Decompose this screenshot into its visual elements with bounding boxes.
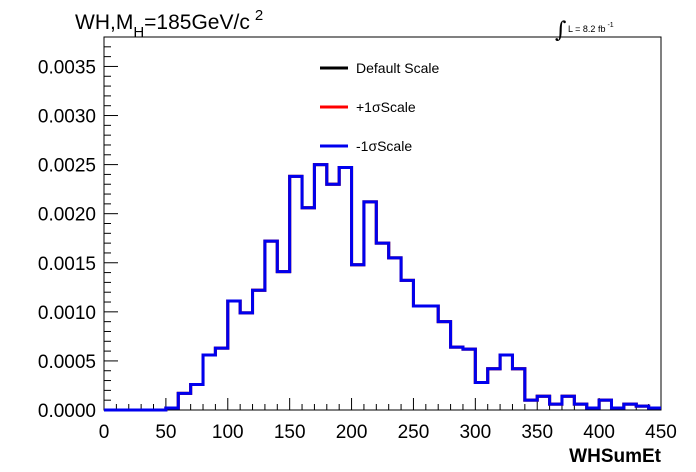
x-tick-label: 200: [336, 422, 368, 443]
x-tick-label: 450: [645, 422, 677, 443]
luminosity-label: L = 8.2 fb -1: [568, 22, 614, 34]
y-tick-label: 0.0000: [38, 401, 96, 422]
y-axis: 0.0000 0.0005 0.0010 0.0015 0.0020 0.0025 0.00…: [38, 36, 118, 422]
x-axis: 0 50 100 150 200 250 300 350 400 450: [99, 398, 677, 443]
y-tick-label: 0.0005: [38, 352, 96, 373]
x-tick-label: 50: [155, 422, 176, 443]
x-tick-label: 250: [398, 422, 430, 443]
legend-entry-label: -1σScale: [356, 138, 412, 154]
y-tick-label: 0.0010: [38, 303, 96, 324]
legend: Default Scale +1σScale -1σScale: [320, 60, 439, 154]
x-tick-label: 0: [99, 422, 110, 443]
chart-title: WH,MH=185GeV/c 2: [75, 7, 263, 41]
y-tick-label: 0.0015: [38, 254, 96, 275]
legend-entry-label: +1σScale: [356, 99, 416, 115]
y-tick-label: 0.0035: [38, 57, 96, 78]
series-lines: [104, 163, 661, 412]
x-tick-label: 350: [521, 422, 553, 443]
x-tick-label: 100: [212, 422, 244, 443]
x-tick-label: 300: [459, 422, 491, 443]
x-tick-label: 400: [583, 422, 615, 443]
y-tick-label: 0.0030: [38, 107, 96, 128]
y-tick-label: 0.0025: [38, 156, 96, 177]
histogram-series-3: [104, 163, 661, 412]
legend-entry-label: Default Scale: [356, 60, 439, 76]
y-tick-label: 0.0020: [38, 205, 96, 226]
x-tick-label: 150: [274, 422, 306, 443]
integral-symbol: ∫: [555, 18, 567, 43]
x-axis-label: WHSumEt: [569, 446, 662, 467]
